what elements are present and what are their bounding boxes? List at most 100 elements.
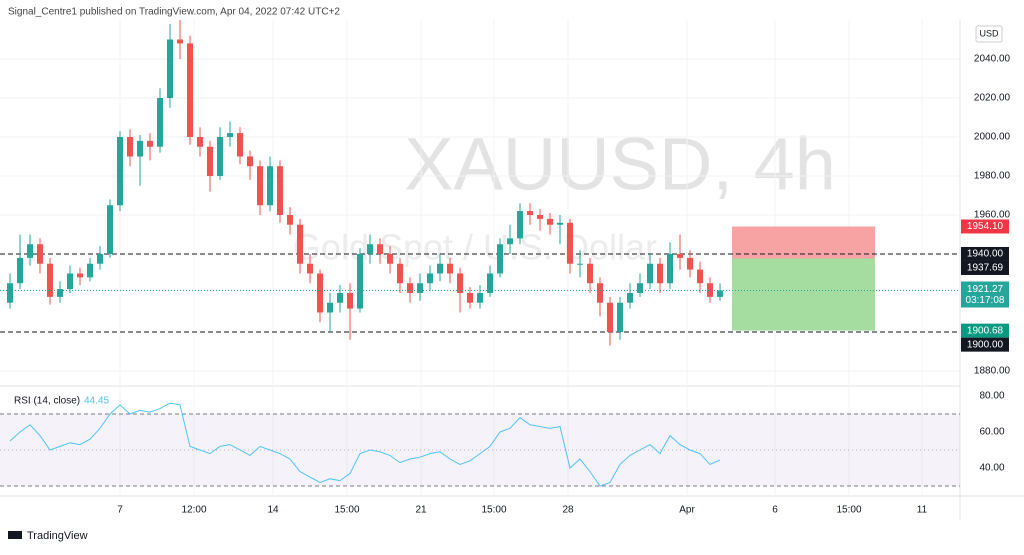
candle-body xyxy=(527,211,533,215)
candle-body xyxy=(237,133,243,157)
candle-body xyxy=(717,290,723,297)
candle-body xyxy=(507,238,513,245)
x-tick-label: 7 xyxy=(117,505,123,516)
price-tag xyxy=(961,323,1009,338)
candle-body xyxy=(477,292,483,303)
candle-body xyxy=(137,140,143,157)
candle-body xyxy=(257,166,263,206)
candle-body xyxy=(367,244,373,254)
candle-body xyxy=(597,283,603,303)
candle-body xyxy=(657,263,663,284)
countdown: 03:17:08 xyxy=(966,295,1005,306)
candle-body xyxy=(307,263,313,274)
watermark-sub: Gold Spot / U.S. Dollar xyxy=(293,227,657,268)
candle-body xyxy=(677,253,683,258)
currency-box xyxy=(975,25,1003,43)
x-tick-label: 14 xyxy=(267,505,279,516)
x-tick-label: 6 xyxy=(772,505,778,516)
rsi-value: 44.45 xyxy=(84,396,109,407)
y-tick-label: 1960.00 xyxy=(974,210,1011,221)
candle-body xyxy=(57,289,63,297)
candle-body xyxy=(637,283,643,293)
candle-body xyxy=(357,253,363,309)
candle-body xyxy=(647,263,653,284)
candle-body xyxy=(167,39,173,98)
price-tag-label: 1900.00 xyxy=(967,339,1004,350)
candle-body xyxy=(377,244,383,254)
candle-body xyxy=(207,146,213,176)
currency: USD xyxy=(979,28,999,38)
candle-body xyxy=(67,273,73,290)
candle-body xyxy=(267,166,273,206)
y-tick-label: 1880.00 xyxy=(974,366,1011,377)
watermark: XAUUSD, 4h xyxy=(404,123,836,206)
candle-body xyxy=(437,263,443,274)
candle-body xyxy=(117,136,123,206)
x-tick-label: 15:00 xyxy=(334,505,359,516)
candle-body xyxy=(567,222,573,264)
candle-body xyxy=(427,273,433,284)
x-tick-label: 12:00 xyxy=(181,505,206,516)
price-tag xyxy=(961,219,1009,234)
rsi-y-tick-label: 40.00 xyxy=(979,463,1004,474)
candle-body xyxy=(157,97,163,147)
price-tag-label: 1954.10 xyxy=(967,221,1004,232)
footer-logo xyxy=(8,531,22,539)
last-price-label: 1921.27 xyxy=(967,284,1004,295)
candle-body xyxy=(247,156,253,167)
x-tick-label: 11 xyxy=(917,505,928,516)
candle-body xyxy=(227,133,233,137)
candle-body xyxy=(27,244,33,258)
price-tag xyxy=(961,246,1009,261)
candle-body xyxy=(7,283,13,303)
candle-body xyxy=(337,292,343,303)
candle-body xyxy=(77,273,83,278)
candle-body xyxy=(217,136,223,176)
candle-body xyxy=(327,302,333,313)
candle-body xyxy=(667,253,673,284)
candle-body xyxy=(87,263,93,278)
candle-body xyxy=(147,140,153,147)
y-tick-label: 2020.00 xyxy=(974,93,1011,104)
candle-body xyxy=(497,244,503,274)
candle-body xyxy=(537,214,543,219)
price-tag-label: 1900.68 xyxy=(967,325,1004,336)
position-target xyxy=(732,258,875,331)
candle-body xyxy=(277,166,283,215)
candle-body xyxy=(487,273,493,293)
price-tag-label: 1937.69 xyxy=(967,263,1004,274)
candle-body xyxy=(607,302,613,332)
x-tick-label: Apr xyxy=(679,505,695,516)
x-tick-label: 28 xyxy=(562,505,574,516)
candle-body xyxy=(617,302,623,332)
candle-body xyxy=(97,253,103,264)
footer: TradingView xyxy=(27,530,88,542)
candle-body xyxy=(577,263,583,265)
candle-body xyxy=(287,214,293,225)
position-stop xyxy=(732,226,875,259)
candle-body xyxy=(467,292,473,303)
candle-body xyxy=(587,263,593,284)
candle-body xyxy=(347,292,353,309)
candle-body xyxy=(547,218,553,225)
candle-body xyxy=(387,253,393,264)
candle-body xyxy=(557,222,563,225)
candle-body xyxy=(457,273,463,293)
candle-body xyxy=(177,39,183,44)
y-tick-label: 2040.00 xyxy=(974,54,1011,65)
candle-body xyxy=(107,205,113,254)
candle-body xyxy=(187,43,193,137)
rsi-y-tick-label: 60.00 xyxy=(979,427,1004,438)
candle-body xyxy=(37,244,43,264)
y-tick-label: 1980.00 xyxy=(974,171,1011,182)
candle-body xyxy=(297,224,303,264)
candle-body xyxy=(407,283,413,293)
price-tag xyxy=(961,337,1009,352)
x-tick-label: 15:00 xyxy=(481,505,506,516)
candle-body xyxy=(627,292,633,303)
x-tick-label: 15:00 xyxy=(836,505,861,516)
candle-body xyxy=(17,257,23,284)
candle-body xyxy=(47,263,53,297)
price-tag-label: 1940.00 xyxy=(967,249,1004,260)
